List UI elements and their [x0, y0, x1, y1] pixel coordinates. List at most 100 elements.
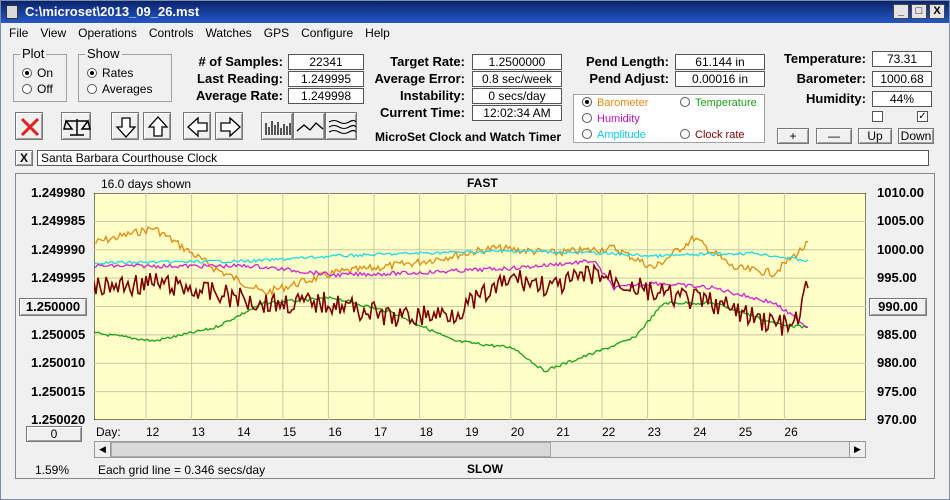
radio-icon — [582, 113, 592, 123]
day-tick-label: 15 — [282, 425, 297, 439]
line-view-button[interactable] — [293, 112, 325, 140]
menu-watches[interactable]: Watches — [205, 26, 252, 40]
offset-value-button[interactable]: 0 — [26, 426, 82, 442]
left-tick-label[interactable]: 1.250000 — [19, 297, 87, 316]
barometer-radio[interactable]: Barometer — [582, 97, 648, 109]
plus-button[interactable]: + — [777, 128, 809, 144]
left-tick-label: 1.249995 — [31, 270, 86, 286]
left-tick-label: 1.249980 — [31, 185, 86, 200]
series-group — [94, 225, 809, 373]
average-error-field: 0.8 sec/week — [472, 71, 562, 87]
balance-button[interactable] — [61, 112, 91, 140]
left-tick-label: 1.250015 — [31, 383, 86, 399]
menu-view[interactable]: View — [40, 26, 67, 40]
radio-icon — [22, 84, 32, 94]
checkbox-left[interactable] — [872, 111, 883, 122]
down-button[interactable]: Down — [898, 128, 934, 144]
right-tick-label: 1000.00 — [877, 241, 924, 257]
menu-configure[interactable]: Configure — [301, 26, 354, 40]
horizontal-scrollbar[interactable]: ◀ ▶ — [94, 441, 866, 458]
amplitude-option-label: Amplitude — [597, 129, 646, 141]
show-group: Show Rates Averages — [78, 46, 172, 102]
humidity-label: Humidity: — [806, 91, 866, 106]
barometer-label: Barometer: — [796, 71, 866, 86]
wave-view-button[interactable] — [325, 112, 357, 140]
pend-length-label: Pend Length: — [585, 54, 669, 69]
plot-on-radio[interactable]: On — [22, 66, 53, 80]
close-window-button[interactable]: X — [929, 4, 945, 19]
show-averages-label: Averages — [102, 82, 153, 96]
grid-note: Each grid line = 0.346 secs/day — [98, 463, 266, 477]
stop-button[interactable] — [15, 112, 43, 140]
show-averages-radio[interactable]: Averages — [87, 82, 152, 96]
right-tick-label: 970.00 — [877, 412, 917, 427]
menu-file[interactable]: File — [9, 26, 29, 40]
slow-label: SLOW — [467, 462, 503, 476]
radio-icon — [87, 84, 97, 94]
bar-graph-icon — [265, 121, 291, 135]
scroll-thumb[interactable] — [111, 442, 551, 457]
menu-bar: File View Operations Controls Watches GP… — [1, 23, 949, 43]
samples-field: 22341 — [288, 54, 364, 70]
maximize-button[interactable]: □ — [911, 4, 927, 19]
bars-view-button[interactable] — [261, 112, 293, 140]
checkbox-right-checked[interactable]: ✓ — [917, 111, 928, 122]
left-tick-label: 1.249985 — [31, 213, 86, 229]
right-tick-label: 985.00 — [877, 326, 917, 342]
minus-button[interactable]: — — [816, 128, 852, 144]
scroll-left-icon[interactable]: ◀ — [95, 442, 111, 457]
barometer-series — [94, 225, 809, 297]
pend-adjust-field[interactable]: 0.00016 in — [675, 71, 765, 87]
app-name: MicroSet Clock and Watch Timer — [375, 130, 562, 144]
average-rate-label: Average Rate: — [196, 88, 283, 103]
humidity-field: 44% — [872, 91, 932, 107]
scroll-right-icon[interactable]: ▶ — [849, 442, 865, 457]
clear-name-button[interactable]: X — [15, 150, 33, 166]
up-button[interactable]: Up — [858, 128, 892, 144]
amplitude-radio[interactable]: Amplitude — [582, 129, 646, 141]
last-reading-field: 1.249995 — [288, 71, 364, 87]
left-tick-label: 1.250020 — [31, 412, 86, 427]
arrow-right-icon — [220, 116, 241, 138]
day-tick-label: 24 — [693, 425, 707, 439]
menu-controls[interactable]: Controls — [148, 26, 194, 40]
clock-name-input[interactable]: Santa Barbara Courthouse Clock — [37, 150, 929, 166]
arrow-down-icon — [115, 117, 137, 138]
day-tick-label: 12 — [146, 425, 160, 439]
minimize-button[interactable]: _ — [893, 4, 909, 19]
day-tick-label: 18 — [419, 425, 433, 439]
left-arrow-button[interactable] — [183, 112, 211, 140]
red-x-icon — [20, 117, 40, 137]
plot-off-radio[interactable]: Off — [22, 82, 53, 96]
down-arrow-button[interactable] — [111, 112, 139, 140]
show-rates-radio[interactable]: Rates — [87, 66, 133, 80]
day-tick-label: 17 — [374, 425, 388, 439]
humidity-radio[interactable]: Humidity — [582, 113, 640, 125]
right-tick-label: 1010.00 — [877, 185, 924, 200]
up-arrow-button[interactable] — [143, 112, 171, 140]
barometer-field: 1000.68 — [872, 71, 932, 87]
target-rate-field[interactable]: 1.2500000 — [472, 54, 562, 70]
day-tick-label: 14 — [237, 425, 251, 439]
plot-group-title: Plot — [20, 46, 47, 61]
humidity-option-label: Humidity — [597, 113, 640, 125]
arrow-left-icon — [187, 116, 208, 138]
right-tick-label[interactable]: 990.00 — [869, 297, 927, 316]
right-tick-label: 980.00 — [877, 355, 917, 371]
arrow-up-icon — [147, 116, 169, 137]
temperature-option-label: Temperature — [695, 97, 757, 109]
average-error-label: Average Error: — [374, 71, 465, 86]
waves-icon — [328, 119, 357, 135]
show-group-title: Show — [85, 46, 122, 61]
plot-area[interactable] — [94, 193, 866, 420]
menu-operations[interactable]: Operations — [78, 26, 137, 40]
show-rates-label: Rates — [102, 66, 134, 80]
menu-help[interactable]: Help — [365, 26, 390, 40]
day-tick-label: 13 — [191, 425, 205, 439]
menu-gps[interactable]: GPS — [263, 26, 290, 40]
pend-length-field[interactable]: 61.144 in — [675, 54, 765, 70]
clock-rate-radio[interactable]: Clock rate — [680, 129, 745, 141]
day-tick-label: 26 — [784, 425, 798, 439]
right-arrow-button[interactable] — [215, 112, 243, 140]
temperature-radio[interactable]: Temperature — [680, 97, 757, 109]
